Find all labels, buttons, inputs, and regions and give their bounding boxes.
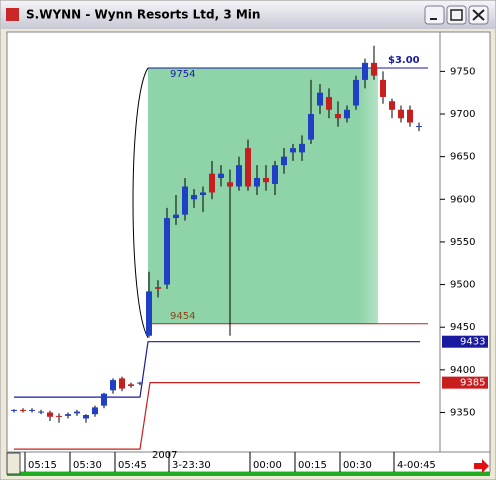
- close-glyph: [472, 9, 485, 21]
- candle-body: [263, 177, 269, 183]
- candle-body: [56, 415, 62, 417]
- candle-body: [137, 382, 143, 384]
- candle-body: [11, 409, 17, 411]
- x-tick-label: 00:15: [298, 460, 327, 471]
- candle-body: [110, 380, 116, 391]
- candle-body: [281, 156, 287, 166]
- y-tick-label: 9700: [450, 109, 475, 120]
- candle-body: [101, 393, 107, 406]
- time-bar: [7, 472, 490, 476]
- y-tick-label: 9550: [450, 237, 475, 248]
- x-tick-label: 05:15: [28, 460, 57, 471]
- candle-body: [344, 109, 350, 119]
- candle-body: [236, 165, 242, 187]
- candle-body: [74, 411, 80, 414]
- scroll-handle[interactable]: [6, 452, 21, 475]
- scroll-right-arrow[interactable]: [474, 459, 489, 473]
- y-tick-label: 9600: [450, 194, 475, 205]
- candle-body: [326, 96, 332, 110]
- candle-body: [290, 148, 296, 153]
- candle-body: [173, 214, 179, 219]
- x-tick-label: 05:30: [73, 460, 102, 471]
- candle-body: [245, 148, 251, 187]
- maximize-button[interactable]: [446, 5, 467, 25]
- candle-body: [308, 114, 314, 140]
- app-icon[interactable]: [6, 8, 19, 21]
- candle-body: [200, 192, 206, 196]
- candle-body: [191, 195, 197, 200]
- x-tick-label: 05:45: [118, 460, 147, 471]
- y-tick-label: 9400: [450, 365, 475, 376]
- y-tick-label: 9650: [450, 152, 475, 163]
- x-tick-label: 3-23:30: [172, 460, 211, 471]
- candle-body: [164, 218, 170, 285]
- candle-body: [20, 409, 26, 411]
- candle-body: [362, 62, 368, 80]
- candle-body: [92, 407, 98, 415]
- red-level-line: [14, 382, 420, 450]
- candle-body: [299, 143, 305, 153]
- x-tick-label: 00:00: [253, 460, 282, 471]
- x-tick-label: 00:30: [343, 460, 372, 471]
- candle-body: [29, 409, 35, 411]
- candle-body: [65, 414, 71, 416]
- red-level-tag-label: 9385: [460, 378, 485, 389]
- candle-body: [128, 384, 134, 387]
- candle-body: [389, 101, 395, 110]
- candle-body: [317, 92, 323, 106]
- candle-body: [254, 177, 260, 187]
- candle-body: [182, 186, 188, 215]
- measure-fade: [360, 67, 378, 324]
- minimize-button[interactable]: [424, 5, 445, 25]
- y-tick-label: 9500: [450, 280, 475, 291]
- y-tick-label: 9350: [450, 407, 475, 418]
- measure-low-label: 9454: [170, 311, 195, 322]
- candle-body: [119, 378, 125, 389]
- candle-body: [371, 62, 377, 76]
- candle-body: [407, 109, 413, 123]
- window-buttons: [424, 5, 489, 25]
- candle-body: [353, 79, 359, 106]
- candle-body: [218, 173, 224, 178]
- candle-body: [146, 291, 152, 336]
- x-tick-label: 4-00:45: [397, 460, 436, 471]
- candle-body: [272, 165, 278, 184]
- measure-high-label: 9754: [170, 69, 195, 80]
- candle-body: [38, 411, 44, 413]
- candle-body: [209, 173, 215, 193]
- candle-body: [416, 125, 422, 127]
- blue-level-line: [14, 341, 420, 398]
- measure-bracket: [132, 67, 149, 339]
- blue-level-tag: [442, 335, 488, 348]
- y-tick-label: 9750: [450, 66, 475, 77]
- y-tick-label: 9450: [450, 322, 475, 333]
- candle-body: [227, 182, 233, 187]
- red-level-tag: [442, 376, 488, 389]
- candle-body: [398, 109, 404, 119]
- candle-body: [335, 114, 341, 119]
- candle-body: [47, 412, 53, 417]
- candle-body: [83, 415, 89, 419]
- maximize-glyph: [450, 9, 463, 21]
- measure-amount: $3.00: [388, 55, 420, 66]
- year-label: 2007: [152, 450, 177, 461]
- blue-level-tag-label: 9433: [460, 337, 485, 348]
- candle-body: [155, 287, 161, 289]
- candle-body: [380, 79, 386, 97]
- window-title: S.WYNN - Wynn Resorts Ltd, 3 Min: [26, 8, 260, 22]
- title-bar: [1, 1, 495, 29]
